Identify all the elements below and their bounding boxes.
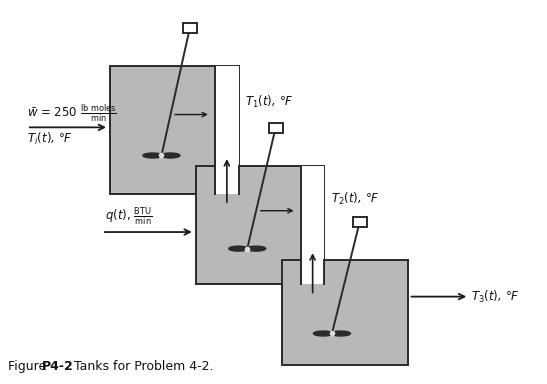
Text: $q(t)$, $\frac{\mathrm{BTU}}{\mathrm{min}}$: $q(t)$, $\frac{\mathrm{BTU}}{\mathrm{min…: [104, 206, 152, 228]
Text: P4-2: P4-2: [42, 361, 73, 373]
Text: $T_1(t)$, °F: $T_1(t)$, °F: [245, 94, 294, 110]
Polygon shape: [313, 331, 333, 336]
Text: $\bar{w}$ = 250 $\frac{\mathrm{lb\ moles}}{\mathrm{min}}$: $\bar{w}$ = 250 $\frac{\mathrm{lb\ moles…: [27, 102, 117, 124]
Polygon shape: [247, 246, 266, 251]
Bar: [282, 260, 408, 365]
Bar: [301, 260, 324, 284]
Bar: [269, 123, 282, 133]
Text: $T_3(t)$, °F: $T_3(t)$, °F: [471, 288, 520, 305]
Bar: [215, 66, 238, 194]
Polygon shape: [161, 153, 180, 158]
Polygon shape: [229, 246, 248, 251]
Bar: [301, 166, 324, 284]
Bar: [110, 66, 238, 194]
Bar: [183, 23, 197, 33]
Polygon shape: [331, 331, 351, 336]
Polygon shape: [143, 153, 162, 158]
Text: Tanks for Problem 4-2.: Tanks for Problem 4-2.: [70, 361, 213, 373]
Text: $T_2(t)$, °F: $T_2(t)$, °F: [331, 191, 380, 207]
Text: $T_i(t)$, °F: $T_i(t)$, °F: [27, 131, 73, 147]
Bar: [196, 166, 324, 284]
Text: Figure: Figure: [8, 361, 50, 373]
Bar: [353, 217, 366, 227]
Bar: [215, 166, 238, 194]
